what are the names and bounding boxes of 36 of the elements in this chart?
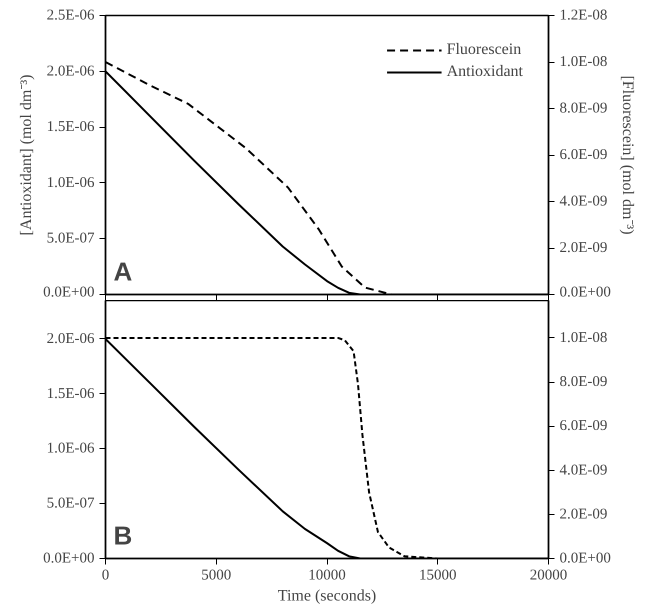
y-tick-label: 5.0E-07 [46,230,95,247]
y2-tick-label: 0.0E+00 [560,550,611,566]
y-tick-label: 1.0E-06 [46,440,95,457]
annotation: B [114,520,132,550]
y2-tick-label: 2.0E-09 [560,240,608,256]
y-tick-label: 1.5E-06 [46,386,95,402]
y2-tick-label: 1.0E-08 [560,54,608,70]
y2-tick-label: 0.0E+00 [560,284,611,300]
y2-tick-label: 1.2E-08 [560,8,608,24]
y2-tick-label: 2.0E-09 [560,506,608,522]
y-tick-label: 2.0E-06 [46,63,95,80]
legend-label: Fluorescein [446,41,522,59]
y-tick-label: 1.0E-06 [46,174,95,191]
x-tick-label: 5000 [201,568,232,584]
y2-tick-label: 1.0E-08 [560,330,608,346]
y-tick-label: 2.5E-06 [46,8,95,24]
x-tick-label: 15000 [419,568,456,584]
y-tick-label: 2.0E-06 [46,330,95,347]
y-tick-label: 5.0E-07 [46,496,95,512]
y2-tick-label: 4.0E-09 [560,462,608,478]
y-axis-title: [Antioxidant] (mol dm⁻³) [18,74,36,236]
y-tick-label: 1.5E-06 [46,119,95,136]
y-tick-label: 0.0E+00 [43,550,95,566]
x-tick-label: 0 [102,568,110,584]
y2-axis-title: [Fluorescein] (mol dm⁻³) [618,75,636,235]
y2-tick-label: 6.0E-09 [560,418,608,434]
legend-label: Antioxidant [446,63,523,81]
y2-tick-label: 6.0E-09 [560,147,608,163]
x-axis-title: Time (seconds) [278,588,376,604]
y2-tick-label: 4.0E-09 [560,194,608,210]
x-tick-label: 20000 [530,568,568,584]
x-tick-label: 10000 [308,568,346,584]
y-tick-label: 0.0E+00 [43,284,95,300]
annotation: A [114,256,132,286]
y2-tick-label: 8.0E-09 [560,100,608,116]
y2-tick-label: 8.0E-09 [560,374,608,390]
